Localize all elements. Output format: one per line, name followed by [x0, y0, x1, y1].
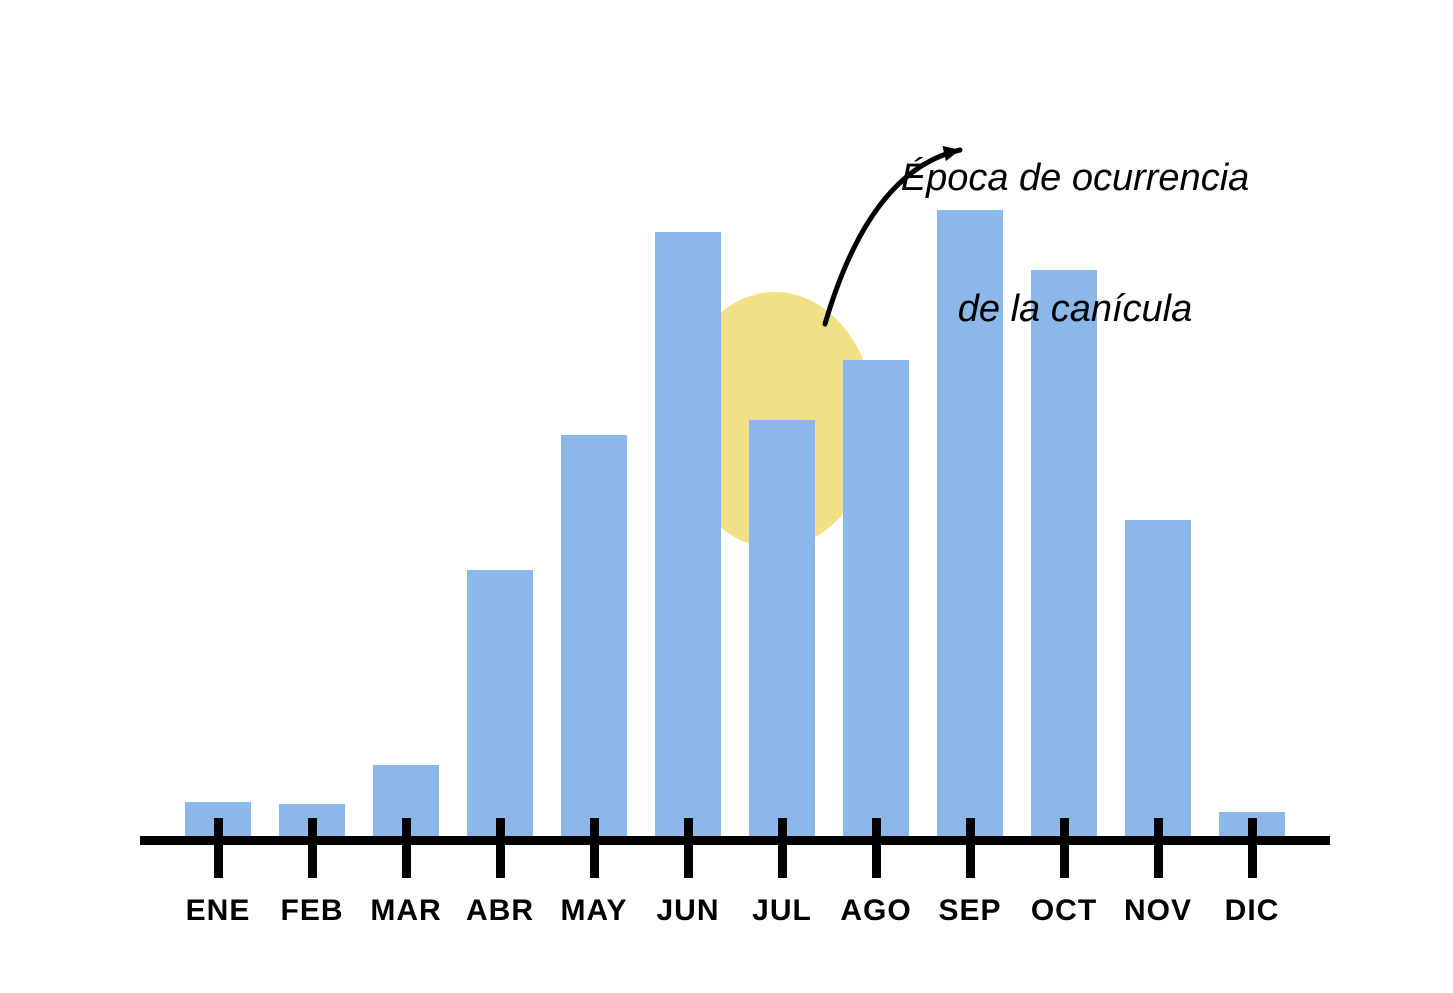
annotation-line1: Época de ocurrencia [901, 157, 1250, 201]
annotation-text: Época de ocurrencia de la canícula [901, 70, 1250, 420]
canicula-bar-chart: ENEFEBMARABRMAYJUNJULAGOSEPOCTNOVDIC Épo… [0, 0, 1453, 993]
annotation-line2: de la canícula [901, 288, 1250, 332]
